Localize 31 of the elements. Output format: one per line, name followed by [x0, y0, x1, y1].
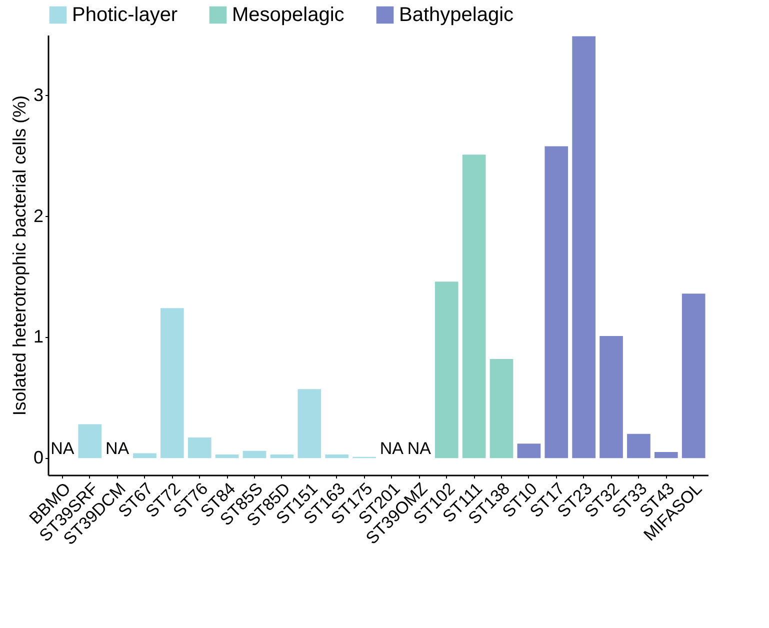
bar: [434, 282, 458, 458]
bar: [133, 453, 156, 458]
bar: [215, 454, 239, 458]
bar: [188, 438, 212, 458]
y-axis-title: Isolated heterotrophic bacterial cells (%): [9, 95, 30, 416]
bar: [572, 36, 596, 458]
bar: [490, 358, 514, 458]
bar: [78, 424, 102, 458]
text: NA: [105, 439, 130, 458]
text: NA: [50, 439, 74, 458]
y-tick-label: 1: [33, 326, 44, 347]
bar: [325, 454, 348, 458]
bar: [627, 434, 650, 458]
bar: [160, 308, 184, 458]
bar: [298, 389, 322, 458]
legend-label: Mesopelagic: [232, 4, 344, 26]
legend-label: Photic-layer: [72, 4, 178, 26]
bar: [600, 336, 623, 458]
text: NA: [407, 439, 431, 458]
bar: [654, 452, 678, 458]
bar: [242, 450, 266, 458]
bar: [462, 154, 486, 458]
bar: [270, 454, 294, 458]
y-tick-label: 0: [33, 448, 44, 468]
bar: [544, 146, 568, 458]
bar: [682, 294, 706, 458]
text: NA: [380, 439, 404, 458]
legend-label: Bathypelagic: [399, 4, 514, 26]
bar: [517, 444, 541, 458]
y-tick-label: 3: [33, 84, 44, 105]
y-tick-label: 2: [33, 206, 44, 226]
